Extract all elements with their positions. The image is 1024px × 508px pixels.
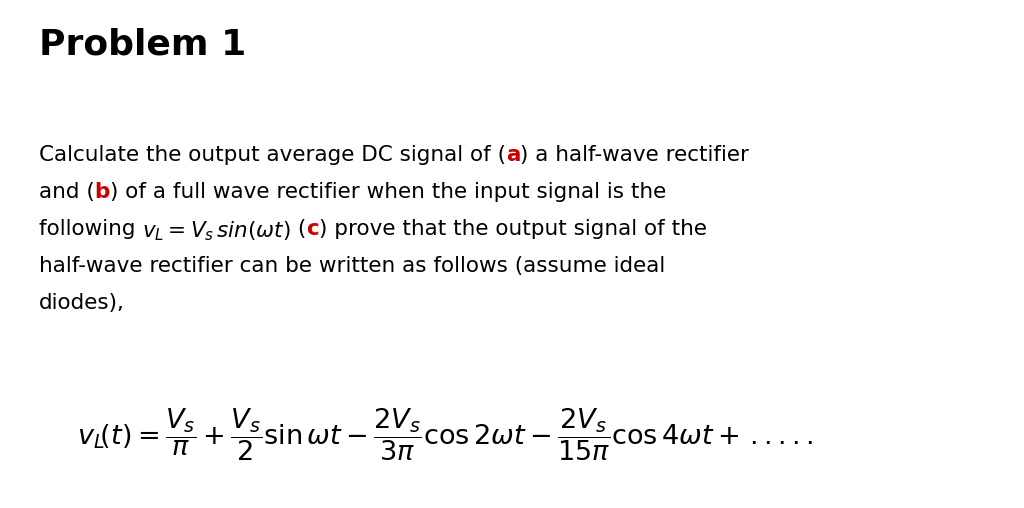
Text: a: a: [506, 145, 520, 165]
Text: half-wave rectifier can be written as follows (assume ideal: half-wave rectifier can be written as fo…: [39, 256, 666, 276]
Text: Calculate the output average DC signal of (: Calculate the output average DC signal o…: [39, 145, 506, 165]
Text: ) prove that the output signal of the: ) prove that the output signal of the: [319, 219, 708, 239]
Text: diodes),: diodes),: [39, 293, 125, 313]
Text: Problem 1: Problem 1: [39, 28, 246, 62]
Text: (: (: [291, 219, 306, 239]
Text: and (: and (: [39, 182, 94, 202]
Text: ) a half-wave rectifier: ) a half-wave rectifier: [520, 145, 750, 165]
Text: following: following: [39, 219, 142, 239]
Text: c: c: [306, 219, 319, 239]
Text: $v_L = V_s\,sin(\omega t)$: $v_L = V_s\,sin(\omega t)$: [142, 219, 291, 242]
Text: $v_L\!\left(t\right)=\dfrac{V_s}{\pi}+\dfrac{V_s}{2}\sin\omega t - \dfrac{2V_s}{: $v_L\!\left(t\right)=\dfrac{V_s}{\pi}+\d…: [77, 406, 813, 463]
Text: b: b: [94, 182, 110, 202]
Text: ) of a full wave rectifier when the input signal is the: ) of a full wave rectifier when the inpu…: [110, 182, 667, 202]
